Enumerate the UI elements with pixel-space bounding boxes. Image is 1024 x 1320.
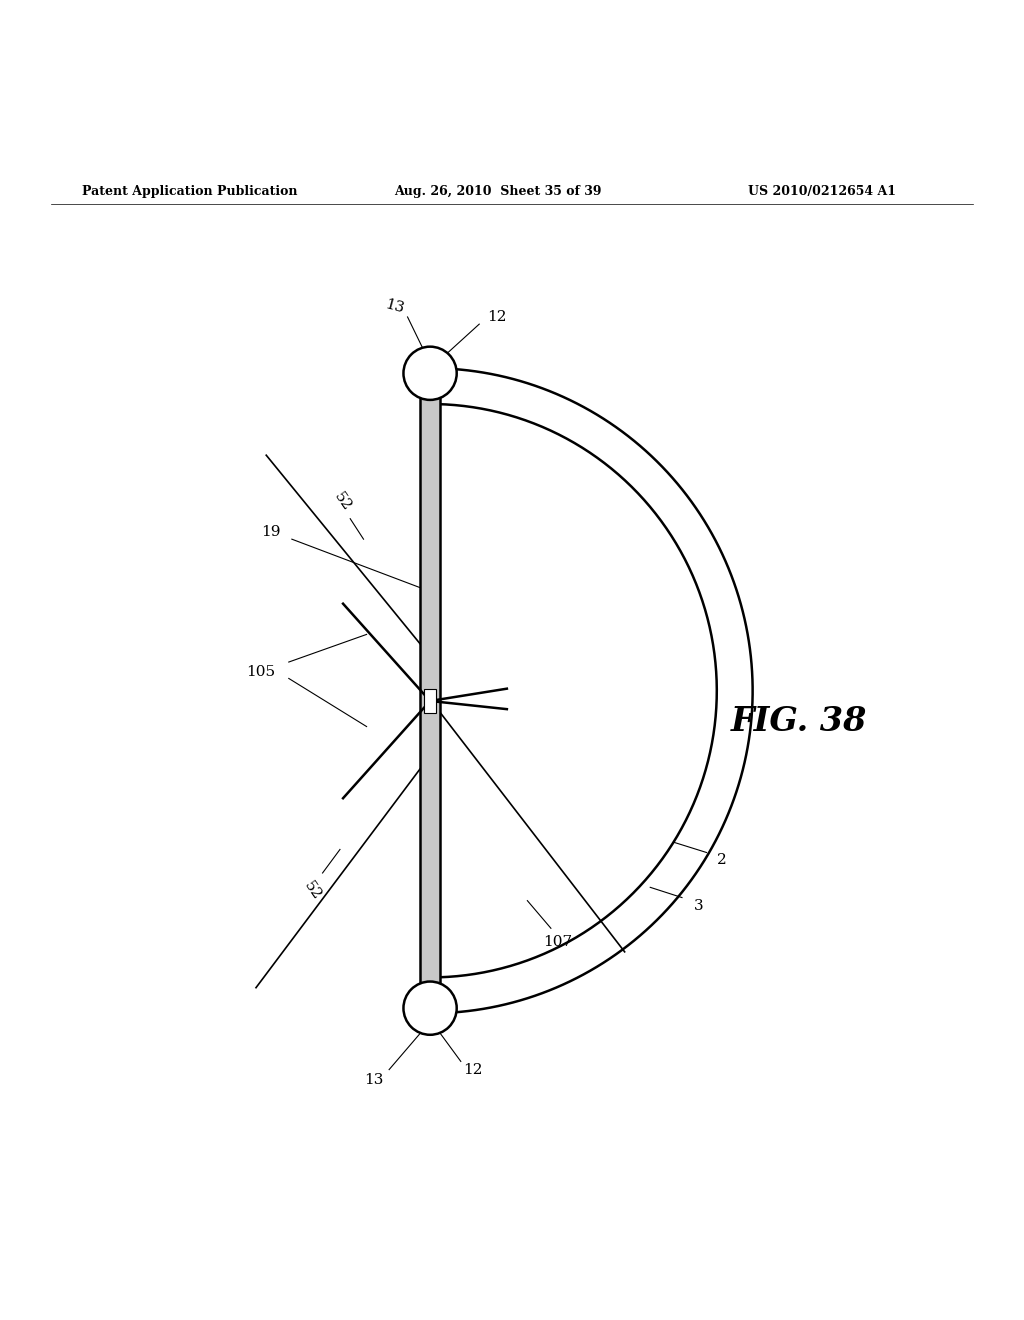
Text: 107: 107 bbox=[544, 935, 572, 949]
Text: 105: 105 bbox=[247, 665, 275, 680]
Circle shape bbox=[403, 982, 457, 1035]
Bar bbox=[424, 689, 436, 713]
Text: FIG. 38: FIG. 38 bbox=[730, 705, 867, 738]
Text: 52: 52 bbox=[301, 878, 324, 903]
Text: 2: 2 bbox=[717, 853, 727, 867]
Text: 52: 52 bbox=[332, 490, 354, 513]
Text: 12: 12 bbox=[486, 310, 507, 323]
Text: Aug. 26, 2010  Sheet 35 of 39: Aug. 26, 2010 Sheet 35 of 39 bbox=[394, 185, 602, 198]
Circle shape bbox=[403, 347, 457, 400]
Text: US 2010/0212654 A1: US 2010/0212654 A1 bbox=[748, 185, 896, 198]
Text: 13: 13 bbox=[365, 1073, 383, 1086]
Text: 3: 3 bbox=[693, 899, 703, 912]
Text: 19: 19 bbox=[261, 525, 282, 539]
Text: Patent Application Publication: Patent Application Publication bbox=[82, 185, 297, 198]
Text: 13: 13 bbox=[383, 297, 406, 315]
Text: 12: 12 bbox=[463, 1063, 483, 1077]
Bar bbox=[420, 374, 440, 1008]
